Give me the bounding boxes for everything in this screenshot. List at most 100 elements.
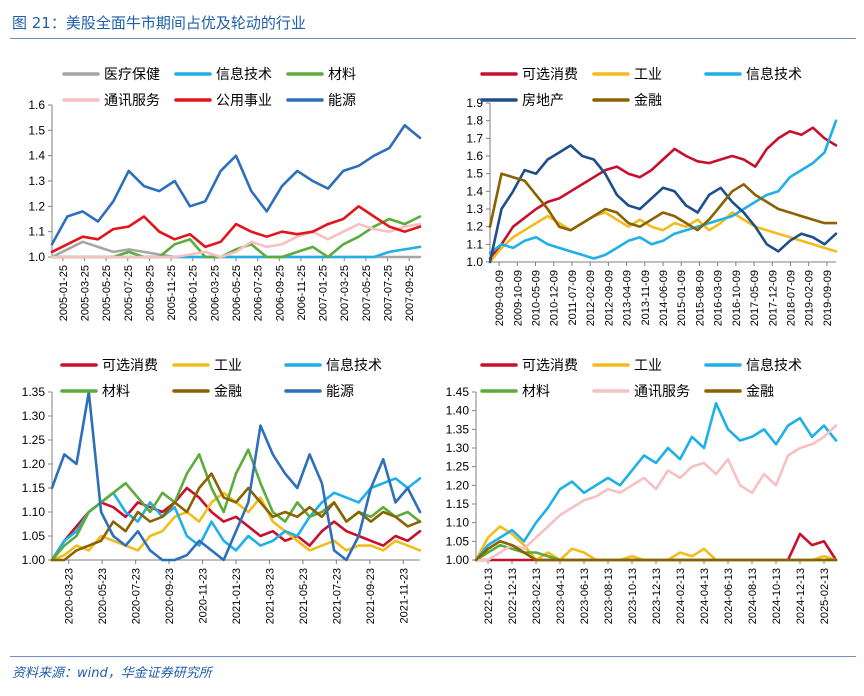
x-tick-label: 2010-12-09 bbox=[549, 270, 561, 326]
y-tick-label: 1.3 bbox=[466, 202, 483, 216]
y-tick-label: 1.00 bbox=[446, 553, 470, 567]
series-line-公用事业 bbox=[50, 205, 422, 254]
y-tick-label: 1.7 bbox=[466, 131, 483, 145]
x-tick-label: 2024-12-13 bbox=[795, 568, 807, 624]
chart-4: 1.00 1.05 1.10 1.15 1.20 1.25 1.30 1.35 1.40 1.45… bbox=[446, 357, 838, 624]
x-tick-label: 2013-04-09 bbox=[622, 270, 634, 326]
chart-1: 1.0 1.1 1.2 1.3 1.4 1.5 1.6 2005-01-25 2005-03-2… bbox=[28, 66, 422, 321]
x-tick-label: 2006-03-25 bbox=[209, 265, 221, 321]
x-tick-label: 2024-04-13 bbox=[699, 568, 711, 624]
x-tick-label: 2005-11-25 bbox=[166, 265, 178, 320]
x-tick-label: 2006-01-25 bbox=[188, 265, 200, 321]
x-tick-label: 2019-09-09 bbox=[822, 270, 834, 326]
legend-label: 材料 bbox=[522, 384, 550, 400]
x-tick-label: 2024-08-13 bbox=[747, 568, 759, 624]
x-tick-label: 2021-05-23 bbox=[298, 568, 310, 624]
series-line-信息技术 bbox=[474, 401, 838, 562]
x-tick-label: 2021-09-23 bbox=[365, 568, 377, 624]
x-tick-label: 2019-02-09 bbox=[804, 270, 816, 326]
x-tick-label: 2005-05-25 bbox=[101, 265, 113, 321]
x-tick-label: 2018-07-09 bbox=[785, 270, 797, 326]
legend-label: 可选消费 bbox=[522, 67, 578, 83]
legend-label: 工业 bbox=[214, 358, 242, 374]
legend-label: 材料 bbox=[102, 384, 130, 400]
series-line-金融 bbox=[488, 172, 838, 232]
y-tick-label: 1.2 bbox=[466, 220, 483, 234]
series-line-可选消费 bbox=[488, 126, 838, 260]
series-line-通讯服务 bbox=[474, 424, 838, 562]
x-tick-label: 2023-06-13 bbox=[579, 568, 591, 624]
x-tick-label: 2020-11-23 bbox=[198, 568, 210, 623]
y-tick-label: 1.00 bbox=[22, 553, 46, 567]
legend-label: 材料 bbox=[328, 67, 356, 83]
legend-label: 通讯服务 bbox=[634, 384, 690, 400]
y-tick-label: 1.25 bbox=[22, 433, 46, 447]
x-tick-label: 2023-02-13 bbox=[531, 568, 543, 624]
y-tick-label: 1.45 bbox=[446, 385, 470, 399]
x-tick-label: 2007-01-25 bbox=[318, 265, 330, 321]
legend-label: 可选消费 bbox=[522, 358, 578, 374]
series-line-信息技术 bbox=[488, 119, 838, 260]
x-tick-label: 2007-07-25 bbox=[383, 265, 395, 321]
y-tick-label: 1.15 bbox=[22, 481, 46, 495]
x-tick-label: 2014-06-09 bbox=[658, 270, 670, 326]
x-tick-label: 2009-10-09 bbox=[512, 270, 524, 326]
y-tick-label: 1.4 bbox=[28, 149, 45, 163]
legend-label: 能源 bbox=[328, 93, 356, 109]
y-tick-label: 1.0 bbox=[466, 255, 483, 269]
chart-2: 1.0 1.1 1.2 1.3 1.4 1.5 1.6 1.7 1.8 1.9 2009-03-09… bbox=[466, 66, 838, 326]
y-tick-label: 1.05 bbox=[22, 529, 46, 543]
x-tick-label: 2022-10-13 bbox=[483, 568, 495, 624]
y-tick-label: 1.4 bbox=[466, 184, 483, 198]
legend-label: 通讯服务 bbox=[104, 93, 160, 109]
chart-3: 1.00 1.05 1.10 1.15 1.20 1.25 1.30 1.35 2020-03-… bbox=[22, 357, 422, 624]
legend-label: 能源 bbox=[326, 384, 354, 400]
y-tick-label: 1.8 bbox=[466, 114, 483, 128]
series-line-通讯服务 bbox=[50, 222, 422, 259]
x-tick-label: 2020-05-23 bbox=[97, 568, 109, 624]
x-tick-label: 2005-07-25 bbox=[123, 265, 135, 321]
x-tick-label: 2006-07-25 bbox=[253, 265, 265, 321]
legend-label: 公用事业 bbox=[216, 93, 272, 109]
x-tick-label: 2023-04-13 bbox=[555, 568, 567, 624]
x-tick-label: 2023-08-13 bbox=[603, 568, 615, 624]
x-tick-label: 2017-12-09 bbox=[767, 270, 779, 326]
y-tick-label: 1.1 bbox=[466, 237, 483, 251]
series-line-能源 bbox=[50, 390, 422, 562]
x-tick-label: 2007-03-25 bbox=[339, 265, 351, 321]
y-tick-label: 1.20 bbox=[446, 478, 470, 492]
figure-title: 图 21：美股全面牛市期间占优及轮动的行业 bbox=[12, 14, 306, 32]
legend-label: 工业 bbox=[634, 67, 662, 83]
x-tick-label: 2015-01-09 bbox=[676, 270, 688, 326]
x-tick-label: 2020-09-23 bbox=[164, 568, 176, 624]
y-tick-label: 1.15 bbox=[446, 497, 470, 511]
x-tick-label: 2005-09-25 bbox=[144, 265, 156, 321]
y-tick-label: 1.10 bbox=[22, 505, 46, 519]
legend-label: 信息技术 bbox=[326, 357, 382, 374]
x-tick-label: 2006-05-25 bbox=[231, 265, 243, 321]
x-tick-label: 2021-03-23 bbox=[264, 568, 276, 624]
x-tick-label: 2016-03-09 bbox=[713, 270, 725, 326]
y-tick-label: 1.25 bbox=[446, 460, 470, 474]
x-tick-label: 2021-11-23 bbox=[398, 568, 410, 623]
legend-label: 信息技术 bbox=[216, 66, 272, 83]
x-tick-label: 2011-07-09 bbox=[567, 270, 579, 325]
y-tick-label: 1.30 bbox=[22, 409, 46, 423]
y-tick-label: 1.05 bbox=[446, 534, 470, 548]
y-tick-label: 1.40 bbox=[446, 404, 470, 418]
series-line-工业 bbox=[488, 211, 838, 264]
legend-label: 信息技术 bbox=[746, 357, 802, 374]
x-tick-label: 2024-06-13 bbox=[723, 568, 735, 624]
x-tick-label: 2024-02-13 bbox=[675, 568, 687, 624]
y-tick-label: 1.30 bbox=[446, 441, 470, 455]
series-line-能源 bbox=[50, 124, 422, 246]
y-tick-label: 1.2 bbox=[28, 199, 45, 213]
legend-label: 房地产 bbox=[522, 93, 564, 109]
series-line-金融 bbox=[474, 539, 838, 562]
y-tick-label: 1.5 bbox=[466, 167, 483, 181]
legend-label: 信息技术 bbox=[746, 66, 802, 83]
series-line-金融 bbox=[50, 472, 422, 562]
y-tick-label: 1.6 bbox=[28, 98, 45, 112]
y-tick-label: 1.3 bbox=[28, 174, 45, 188]
